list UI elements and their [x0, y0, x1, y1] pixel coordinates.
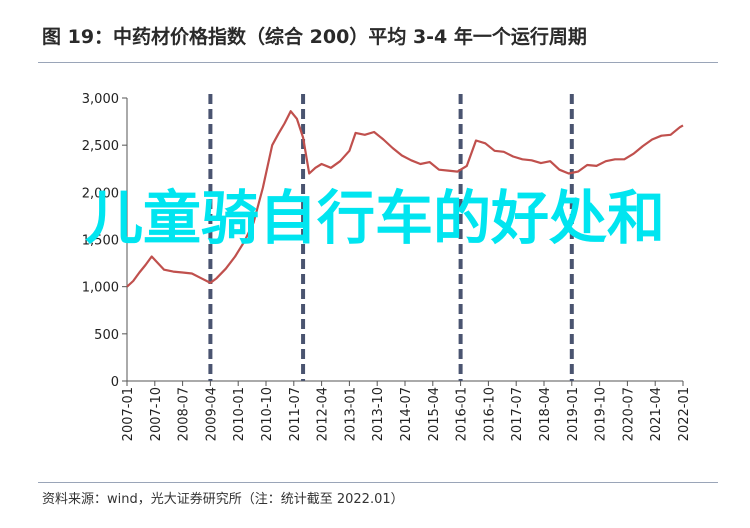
x-tick-label: 2014-07 [399, 387, 414, 441]
x-tick-label: 2020-07 [621, 387, 636, 441]
chart-title: 图 19：中药材价格指数（综合 200）平均 3-4 年一个运行周期 [42, 26, 587, 48]
x-tick-label: 2011-07 [288, 387, 303, 441]
x-tick-label: 2013-01 [343, 387, 358, 441]
x-tick-label: 2010-01 [232, 387, 247, 441]
x-tick-label: 2016-01 [455, 387, 470, 441]
x-axis: 2007-01 2007-10 2008-07 2009-04 2010-01 2010-… [121, 380, 692, 441]
y-tick-label: 3,000 [82, 92, 119, 107]
y-tick-label: 2,500 [82, 139, 119, 154]
y-tick-label: 500 [94, 328, 119, 343]
x-tick-label: 2012-04 [316, 387, 331, 441]
series-line [126, 110, 684, 288]
x-tick-label: 2010-10 [260, 387, 275, 441]
y-axis: 0 500 1,000 1,500 2,000 2,500 3,000 [82, 92, 128, 390]
x-tick-label: 2016-10 [482, 387, 497, 441]
y-tick-label: 1,500 [82, 234, 119, 249]
x-tick-label: 2019-01 [566, 387, 581, 441]
x-tick-label: 2015-04 [427, 387, 442, 441]
x-tick-label: 2018-04 [538, 387, 553, 441]
series-group [126, 110, 684, 288]
x-tick-label: 2013-10 [371, 387, 386, 441]
y-tick-label: 2,000 [82, 186, 119, 201]
x-tick-label: 2008-07 [177, 387, 192, 441]
top-divider [38, 62, 718, 63]
source-note: 资料来源：wind，光大证券研究所（注：统计截至 2022.01） [42, 492, 404, 507]
x-tick-label: 2007-01 [121, 387, 136, 441]
x-tick-label: 2021-04 [649, 387, 664, 441]
y-tick-label: 0 [111, 375, 119, 390]
x-tick-label: 2022-01 [677, 387, 692, 441]
y-tick-label: 1,000 [82, 281, 119, 296]
x-tick-label: 2009-04 [204, 387, 219, 441]
x-tick-label: 2019-10 [594, 387, 609, 441]
x-tick-label: 2017-07 [510, 387, 525, 441]
bottom-divider [38, 482, 718, 483]
x-tick-label: 2007-10 [149, 387, 164, 441]
cycle-markers [208, 94, 574, 381]
